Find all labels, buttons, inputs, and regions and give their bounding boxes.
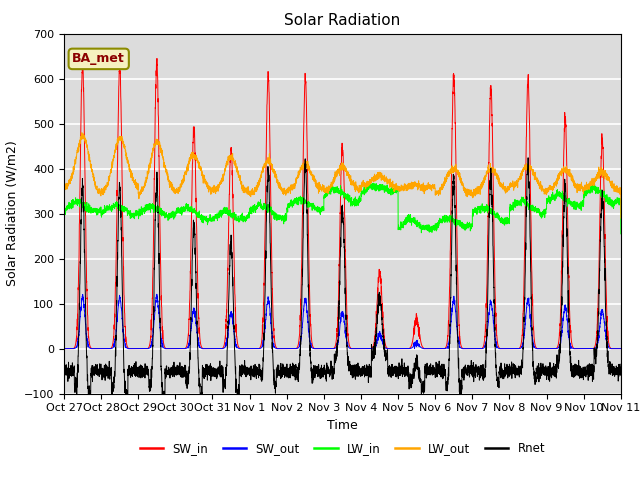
Rnet	[524, 155, 532, 161]
LW_in	[322, 191, 330, 196]
Rnet	[124, 402, 131, 408]
LW_out	[322, 186, 330, 192]
Rnet	[467, 358, 475, 363]
Line: LW_out: LW_out	[64, 132, 621, 218]
SW_in	[467, 346, 475, 351]
Line: Rnet: Rnet	[64, 158, 621, 405]
SW_out	[617, 346, 625, 351]
LW_out	[436, 186, 444, 192]
Line: SW_in: SW_in	[64, 59, 621, 348]
SW_in	[436, 346, 444, 351]
Text: BA_met: BA_met	[72, 52, 125, 65]
LW_out	[467, 190, 475, 196]
SW_in	[153, 56, 161, 61]
LW_out	[617, 215, 625, 221]
Rnet	[322, 375, 330, 381]
Rnet	[617, 361, 625, 367]
LW_in	[369, 180, 377, 186]
LW_out	[161, 162, 168, 168]
SW_in	[161, 343, 168, 349]
Legend: SW_in, SW_out, LW_in, LW_out, Rnet: SW_in, SW_out, LW_in, LW_out, Rnet	[135, 437, 550, 460]
SW_out	[153, 291, 161, 297]
SW_out	[499, 346, 507, 351]
LW_out	[499, 184, 507, 190]
LW_out	[78, 130, 86, 135]
LW_in	[160, 209, 168, 215]
LW_in	[60, 209, 68, 215]
SW_in	[617, 346, 625, 351]
SW_out	[60, 346, 68, 351]
Line: LW_in: LW_in	[64, 183, 621, 234]
SW_out	[436, 346, 444, 351]
Rnet	[436, 363, 444, 369]
LW_in	[617, 231, 625, 237]
Rnet	[499, 372, 507, 377]
Line: SW_out: SW_out	[64, 294, 621, 348]
SW_in	[616, 346, 624, 351]
LW_in	[467, 222, 475, 228]
SW_out	[467, 346, 475, 351]
Title: Solar Radiation: Solar Radiation	[284, 13, 401, 28]
SW_out	[161, 345, 168, 351]
LW_in	[616, 199, 624, 205]
LW_out	[616, 191, 624, 197]
LW_in	[436, 218, 444, 224]
Rnet	[616, 367, 624, 373]
SW_in	[322, 346, 330, 351]
SW_out	[322, 346, 330, 351]
LW_out	[60, 183, 68, 189]
LW_in	[499, 221, 507, 227]
Rnet	[161, 394, 168, 399]
SW_out	[616, 346, 624, 351]
SW_in	[60, 346, 68, 351]
SW_in	[499, 346, 507, 351]
X-axis label: Time: Time	[327, 419, 358, 432]
Y-axis label: Solar Radiation (W/m2): Solar Radiation (W/m2)	[5, 141, 19, 287]
Rnet	[60, 371, 68, 377]
